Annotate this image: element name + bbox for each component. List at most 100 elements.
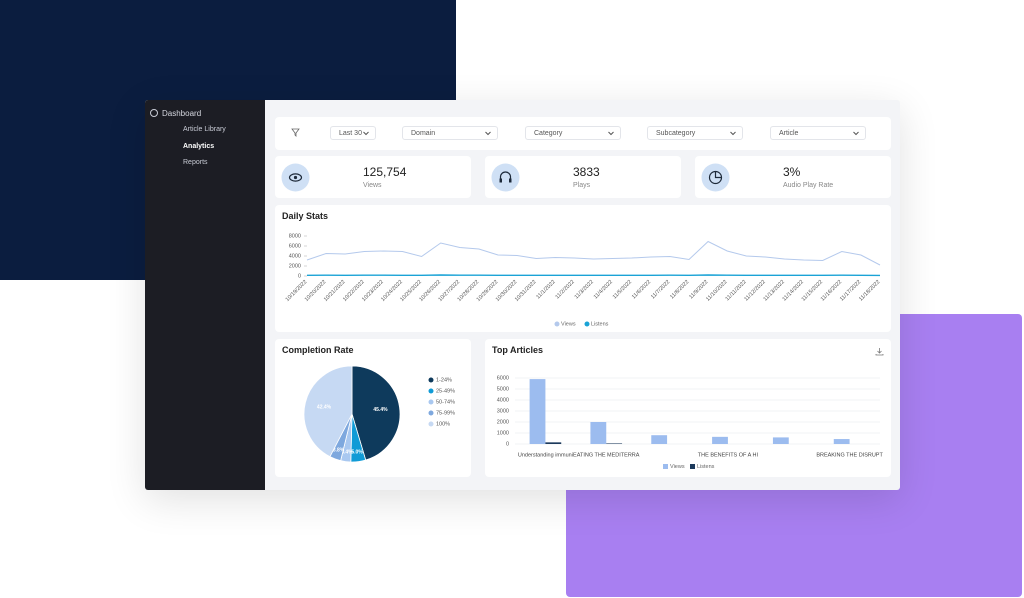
stat-card: 3% Audio Play Rate (695, 156, 891, 198)
y-tick-label: 2000 (497, 419, 509, 425)
legend-swatch (428, 388, 434, 394)
legend-label: Views (670, 464, 685, 470)
sidebar-title[interactable]: Dashboard (162, 109, 202, 118)
bar (833, 439, 850, 444)
stat-label: Audio Play Rate (783, 182, 834, 189)
stat-value: 125,754 (363, 165, 407, 179)
views-icon (281, 163, 310, 192)
bar (529, 379, 546, 444)
y-tick-label: 8000 (289, 233, 301, 239)
filter-dropdown[interactable]: Last 30 (330, 126, 376, 140)
card-title: Daily Stats (282, 211, 329, 221)
card-title: Top Articles (492, 345, 544, 355)
legend-label: Listens (591, 321, 609, 327)
legend-swatch (690, 464, 695, 469)
filter-icon[interactable] (291, 128, 300, 137)
pie-chart: 45.4% 1-24% 5.0% 25-49% 3.4% 50-74% 3.8% 75-99%… (303, 365, 455, 463)
filter-label: Category (534, 130, 563, 137)
filter-label: Last 30 (339, 130, 362, 137)
pie-slice (303, 365, 353, 458)
plays-icon (491, 163, 520, 192)
download-icon[interactable] (875, 347, 884, 356)
chevron (363, 131, 369, 136)
bar (590, 422, 607, 444)
stat-card: 125,754 Views (275, 156, 471, 198)
x-tick-label: 11/2/2022 (555, 279, 576, 300)
line-chart: 0200040006000800010/19/202210/20/202210/… (285, 233, 882, 327)
slice-label: 3.4% (341, 449, 353, 455)
bar-chart: 0 1000 2000 3000 4000 5000 6000 Understanding i… (497, 375, 884, 470)
legend-label: Views (561, 321, 576, 327)
bar (545, 442, 562, 444)
slice-label: 3.8% (333, 447, 345, 453)
filter-bar: Last 30 Domain Category Subcategory Arti… (275, 117, 891, 150)
stat-card: 3833 Plays (485, 156, 681, 198)
x-tick-label: 11/7/2022 (650, 279, 671, 300)
x-tick-label: BREAKING THE DISRUPT (816, 452, 883, 458)
legend-swatch (428, 399, 434, 405)
stat-value: 3% (783, 165, 801, 179)
legend-label: 1-24% (436, 377, 452, 383)
x-tick-label: 11/4/2022 (593, 279, 614, 300)
chevron (853, 131, 859, 136)
bar (651, 435, 668, 444)
stat-label: Views (363, 182, 382, 189)
legend-swatch (663, 464, 668, 469)
x-tick-label: 11/6/2022 (631, 279, 652, 300)
dashboard-icon (150, 109, 158, 117)
pie-slice (351, 365, 401, 461)
legend-label: 50-74% (436, 399, 455, 405)
filter-dropdown[interactable]: Category (525, 126, 621, 140)
y-tick-label: 0 (506, 441, 509, 447)
y-tick-label: 4000 (289, 253, 301, 259)
x-tick-label: 11/8/2022 (669, 279, 690, 300)
legend-label: Listens (697, 464, 715, 470)
y-tick-label: 0 (298, 273, 301, 279)
nav-item-active[interactable]: Analytics (183, 143, 215, 150)
sidebar: Dashboard Article Library Analytics Repo… (145, 100, 265, 490)
filter-label: Article (779, 130, 799, 137)
legend-swatch (428, 377, 434, 383)
chevron (608, 131, 614, 136)
filter-label: Subcategory (656, 130, 696, 137)
chevron (730, 131, 736, 136)
bar (772, 437, 789, 444)
legend-label: 25-49% (436, 388, 455, 394)
legend-label: 100% (436, 421, 450, 427)
y-tick-label: 4000 (497, 397, 509, 403)
slice-label: 5.0% (351, 449, 363, 455)
daily-stats-card: Daily Stats 0 2000 4000 6000 8000 10/19/2022 1… (275, 205, 891, 332)
x-tick-label: Understanding immuni (518, 452, 573, 458)
completion-card: Completion Rate 45.4% 1-24% 5.0% 25-49% 3.4%… (275, 339, 471, 477)
legend-label: 75-99% (436, 410, 455, 416)
filter-label: Domain (411, 130, 436, 137)
nav-item[interactable]: Article Library (183, 126, 226, 133)
app-window: Dashboard Article Library Analytics Repo… (145, 100, 900, 490)
filter-dropdown[interactable]: Article (770, 126, 866, 140)
bar (606, 443, 623, 444)
chevron (485, 131, 491, 136)
x-tick-label: 11/3/2022 (574, 279, 595, 300)
x-tick-label: THE BENEFITS OF A HI (698, 452, 759, 458)
stat-label: Plays (573, 182, 591, 189)
series-line (306, 240, 881, 266)
top-articles-card: Top Articles 0 1000 2000 3000 4000 5000 6000 Un… (485, 339, 891, 477)
y-tick-label: 6000 (289, 243, 301, 249)
x-tick-label: 11/1/2022 (535, 279, 556, 300)
y-tick-label: 6000 (497, 375, 509, 381)
nav-item[interactable]: Reports (183, 159, 208, 166)
filter-dropdown[interactable]: Domain (402, 126, 498, 140)
x-tick-label: EATING THE MEDITERRA (573, 452, 640, 458)
card-title: Completion Rate (282, 345, 354, 355)
filter-dropdown[interactable]: Subcategory (647, 126, 743, 140)
legend-swatch (584, 321, 590, 327)
legend-swatch (428, 421, 434, 427)
y-tick-label: 2000 (289, 263, 301, 269)
y-tick-label: 1000 (497, 430, 509, 436)
legend-swatch (428, 410, 434, 416)
y-tick-label: 5000 (497, 386, 509, 392)
rate-icon (701, 163, 730, 192)
slice-label: 45.4% (373, 407, 388, 413)
